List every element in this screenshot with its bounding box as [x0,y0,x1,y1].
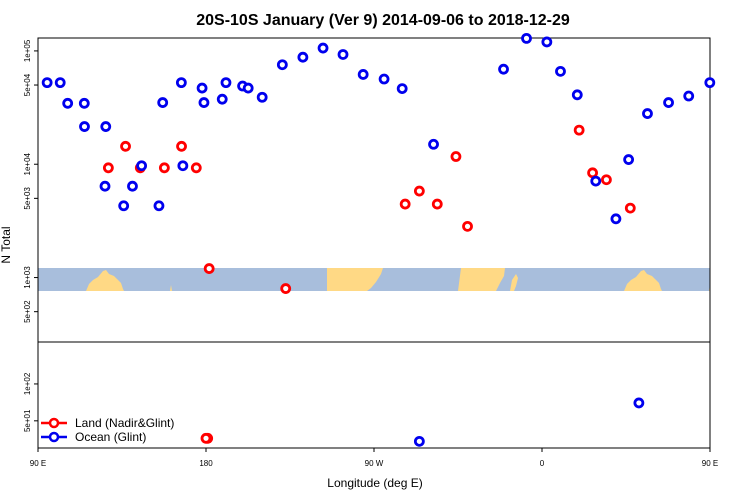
ocean-point-5 [136,160,148,172]
lower-y-tick-label-1: 1e+02 [23,372,32,395]
data-points [41,32,716,447]
ocean-point-0 [41,77,53,89]
ocean-point-28 [623,154,635,165]
ocean-point-9 [216,93,228,105]
chart-title: 20S-10S January (Ver 9) 2014-09-06 to 20… [196,12,570,29]
ocean-point-23 [541,36,553,48]
land-point-3 [203,263,215,274]
legend-marker-ocean [48,431,60,443]
map-strip [38,268,710,291]
ocean-point-42 [242,82,254,94]
ocean-point-35 [78,97,90,109]
legend-label-ocean: Ocean (Glint) [75,430,146,444]
ocean-point-4 [118,200,130,212]
ocean-point-12 [276,59,288,71]
land-point-0 [102,162,114,174]
land-madagascar [510,274,518,291]
land-point-10 [573,124,585,136]
ocean-point-31 [663,97,674,108]
x-tick-label-3: 0 [540,459,545,468]
ocean-point-37 [127,180,138,192]
ocean-point-40 [198,97,210,108]
legend-marker-land [48,417,60,429]
upper-y-tick-label-2: 5e+03 [23,187,32,210]
y-axis-label: N Total [0,226,13,263]
upper-y-tick-label-1: 1e+03 [23,266,32,289]
ocean-point-14 [317,42,329,54]
land-point-9 [462,220,473,232]
ocean-point-26 [590,175,602,187]
ocean-point-36 [100,121,112,132]
ocean-point-20 [428,138,439,150]
ocean-point-34 [54,77,66,89]
ocean-point-18 [396,83,408,94]
legend-label-land: Land (Nadir&Glint) [75,416,174,430]
land-point-18 [200,432,212,444]
land-point-13 [624,202,636,214]
ocean-point-16 [357,69,369,80]
ocean-point-1 [62,97,74,109]
land-point-6 [413,185,425,197]
upper-panel-frame [37,37,711,343]
ocean-point-39 [177,160,189,172]
ocean-point-27 [610,213,622,225]
x-tick-label-0: 90 E [30,459,46,468]
upper-y-tick-label-5: 1e+05 [23,39,32,62]
land-point-16 [190,162,202,174]
land-point-12 [601,174,612,186]
ocean-point-19 [413,435,425,447]
ocean-point-33 [704,77,716,89]
upper-y-tick-label-0: 5e+02 [23,300,32,323]
ocean-point-13 [297,51,309,63]
x-tick-label-4: 90 E [702,459,718,468]
x-tick-label-1: 180 [199,459,213,468]
land-africa [458,268,505,291]
x-axis-ticks: 90 E 180 90 W 0 90 E [30,448,718,468]
land-point-8 [450,151,462,162]
land-point-4 [280,283,292,294]
legend: Land (Nadir&Glint) Ocean (Glint) [41,416,174,444]
upper-y-tick-label-4: 5e+04 [23,73,32,96]
ocean-point-7 [175,77,187,89]
upper-y-tick-label-3: 1e+04 [23,152,32,175]
land-point-5 [399,198,411,210]
ocean-point-3 [99,180,111,192]
land-australia [86,270,124,291]
ocean-point-29 [633,397,645,409]
ocean-point-32 [683,90,695,102]
ocean-point-38 [153,200,165,212]
y-axis-ticks: 5e+02 1e+03 5e+03 1e+04 5e+04 1e+05 5e+01 1e+02 [23,39,38,432]
ocean-point-22 [521,32,532,44]
ocean-point-24 [555,65,566,77]
land-point-14 [158,162,170,174]
ocean-point-8 [196,82,208,94]
ocean-point-30 [642,108,653,119]
ocean-point-41 [220,77,232,89]
land-point-11 [587,167,598,179]
ocean-point-25 [571,89,583,101]
land-point-1 [120,140,131,152]
ocean-point-11 [256,91,268,103]
ocean-point-17 [378,73,390,85]
land-point-15 [176,140,187,152]
land-australia-repeat [624,270,662,291]
ocean-point-2 [79,121,90,132]
ocean-point-15 [337,49,349,60]
ocean-point-6 [157,97,169,108]
x-tick-label-2: 90 W [365,459,384,468]
map-land-shapes [86,268,710,291]
x-axis-label: Longitude (deg E) [327,476,422,490]
land-point-7 [431,198,443,210]
lower-y-tick-label-0: 5e+01 [23,409,32,432]
ocean-point-21 [498,63,509,75]
land-south-america [327,268,383,291]
